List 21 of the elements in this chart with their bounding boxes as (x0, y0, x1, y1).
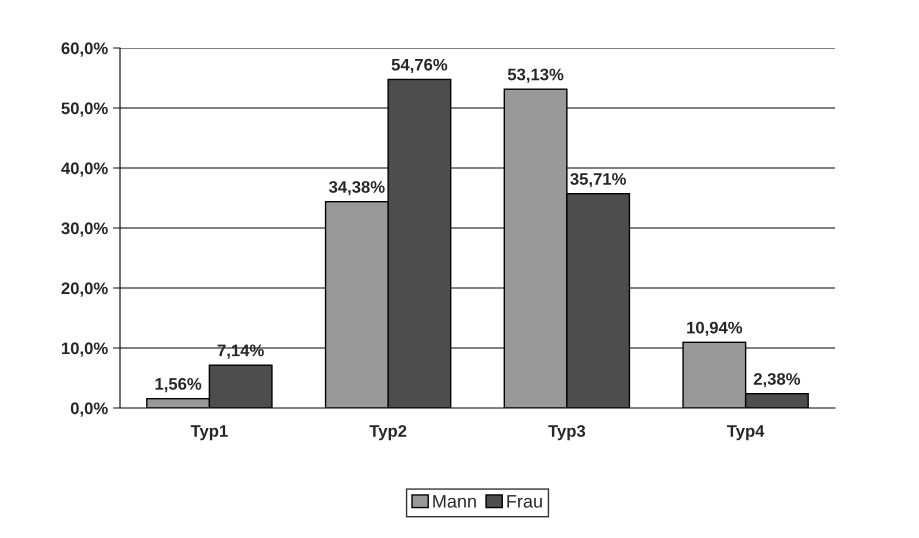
y-tick-label: 50,0% (61, 102, 108, 117)
y-tick-label: 40,0% (61, 162, 108, 177)
data-label: 1,56% (156, 378, 202, 392)
y-tick-label: 0,0% (70, 402, 108, 417)
legend-label: Mann (433, 495, 476, 508)
data-label: 7,14% (218, 344, 264, 359)
data-label: 2,38% (754, 373, 800, 388)
y-tick-label: 10,0% (62, 342, 108, 357)
data-label: 10,94% (687, 322, 742, 336)
x-tick-label: Typ4 (726, 425, 764, 440)
y-tick-label: 30,0% (61, 222, 108, 237)
y-tick-label: 60,0% (62, 42, 108, 57)
data-label: 34,38% (328, 181, 385, 196)
y-tick-label: 20,0% (62, 282, 108, 297)
data-label: 53,13% (508, 68, 564, 83)
x-tick-label: Typ3 (548, 425, 586, 440)
data-label: 35,71% (570, 173, 626, 188)
x-tick-label: Typ1 (190, 425, 228, 440)
data-label: 54,76% (392, 58, 448, 74)
legend-label: Frau (507, 495, 542, 508)
x-tick-label: Typ2 (369, 425, 406, 440)
